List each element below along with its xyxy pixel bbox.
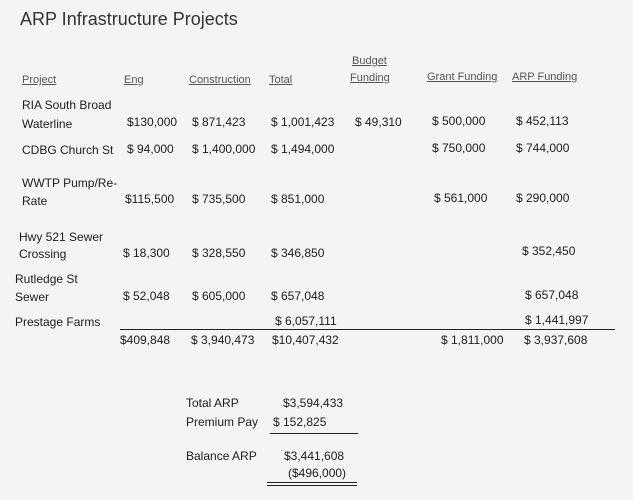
row-4-total: $ 346,850 (271, 246, 325, 260)
total-grant: $ 1,811,000 (441, 333, 504, 347)
total-total: $10,407,432 (272, 333, 339, 347)
row-3-total: $ 851,000 (271, 192, 325, 206)
row-1-eng: $130,000 (127, 115, 178, 129)
row-1-total: $ 1,001,423 (271, 115, 335, 129)
row-1-budget: $ 49,310 (355, 115, 402, 129)
header-arp: ARP Funding (512, 71, 578, 83)
total-arp: $ 3,937,608 (524, 333, 588, 347)
row-2-construction: $ 1,400,000 (192, 142, 256, 156)
summary-total-arp-value: $3,594,433 (283, 396, 344, 410)
summary-double-rule-bottom (267, 485, 357, 486)
page-title: ARP Infrastructure Projects (20, 9, 238, 29)
row-1-arp: $ 452,113 (516, 114, 569, 128)
row-1-grant: $ 500,000 (432, 114, 486, 128)
summary-balance-value: $3,441,608 (284, 449, 345, 463)
summary-premium-value: $ 152,825 (273, 415, 327, 429)
row-1-project-line2: Waterline (22, 117, 73, 131)
summary-balance-diff: ($496,000) (288, 466, 347, 480)
summary-double-rule-top (267, 482, 357, 483)
row-6-total: $ 6,057,111 (275, 314, 337, 328)
row-3-construction: $ 735,500 (192, 192, 246, 206)
row-5-project-line2: Sewer (15, 290, 50, 304)
row-4-construction: $ 328,550 (192, 246, 246, 260)
row-2-project: CDBG Church St (22, 143, 114, 157)
row-3-arp: $ 290,000 (516, 191, 570, 205)
row-2-arp: $ 744,000 (516, 141, 570, 155)
summary-total-arp-label: Total ARP (186, 396, 239, 410)
row-4-project-line2: Crossing (19, 247, 67, 261)
row-6-project: Prestage Farms (15, 315, 101, 329)
row-2-eng: $ 94,000 (127, 142, 174, 156)
row-5-project-line1: Rutledge St (15, 272, 78, 286)
row-5-construction: $ 605,000 (192, 289, 246, 303)
header-construction: Construction (189, 74, 251, 86)
row-5-arp: $ 657,048 (525, 288, 579, 302)
header-grant: Grant Funding (427, 71, 498, 83)
row-3-grant: $ 561,000 (434, 191, 488, 205)
row-3-eng: $115,500 (125, 192, 175, 206)
total-eng: $409,848 (120, 333, 171, 347)
header-eng: Eng (124, 74, 144, 86)
row-4-project-line1: Hwy 521 Sewer (19, 230, 104, 244)
row-2-grant: $ 750,000 (432, 141, 486, 155)
header-project: Project (22, 74, 57, 86)
summary-rule (270, 433, 358, 434)
row-4-arp: $ 352,450 (522, 244, 576, 258)
row-2-total: $ 1,494,000 (271, 142, 335, 156)
row-5-total: $ 657,048 (271, 289, 325, 303)
totals-rule (120, 329, 615, 330)
row-5-eng: $ 52,048 (123, 289, 170, 303)
header-budget-line2: Funding (350, 72, 390, 84)
header-budget-line1: Budget (352, 55, 387, 67)
summary-balance-label: Balance ARP (186, 449, 257, 463)
summary-premium-label: Premium Pay (186, 415, 259, 429)
header-total: Total (269, 74, 293, 86)
row-1-project-line1: RIA South Broad (22, 98, 112, 112)
row-4-eng: $ 18,300 (123, 246, 170, 260)
row-1-construction: $ 871,423 (192, 115, 246, 129)
row-6-arp: $ 1,441,997 (525, 313, 589, 327)
row-3-project-line1: WWTP Pump/Re- (22, 176, 118, 190)
row-3-project-line2: Rate (22, 194, 48, 208)
total-construction: $ 3,940,473 (191, 333, 255, 347)
